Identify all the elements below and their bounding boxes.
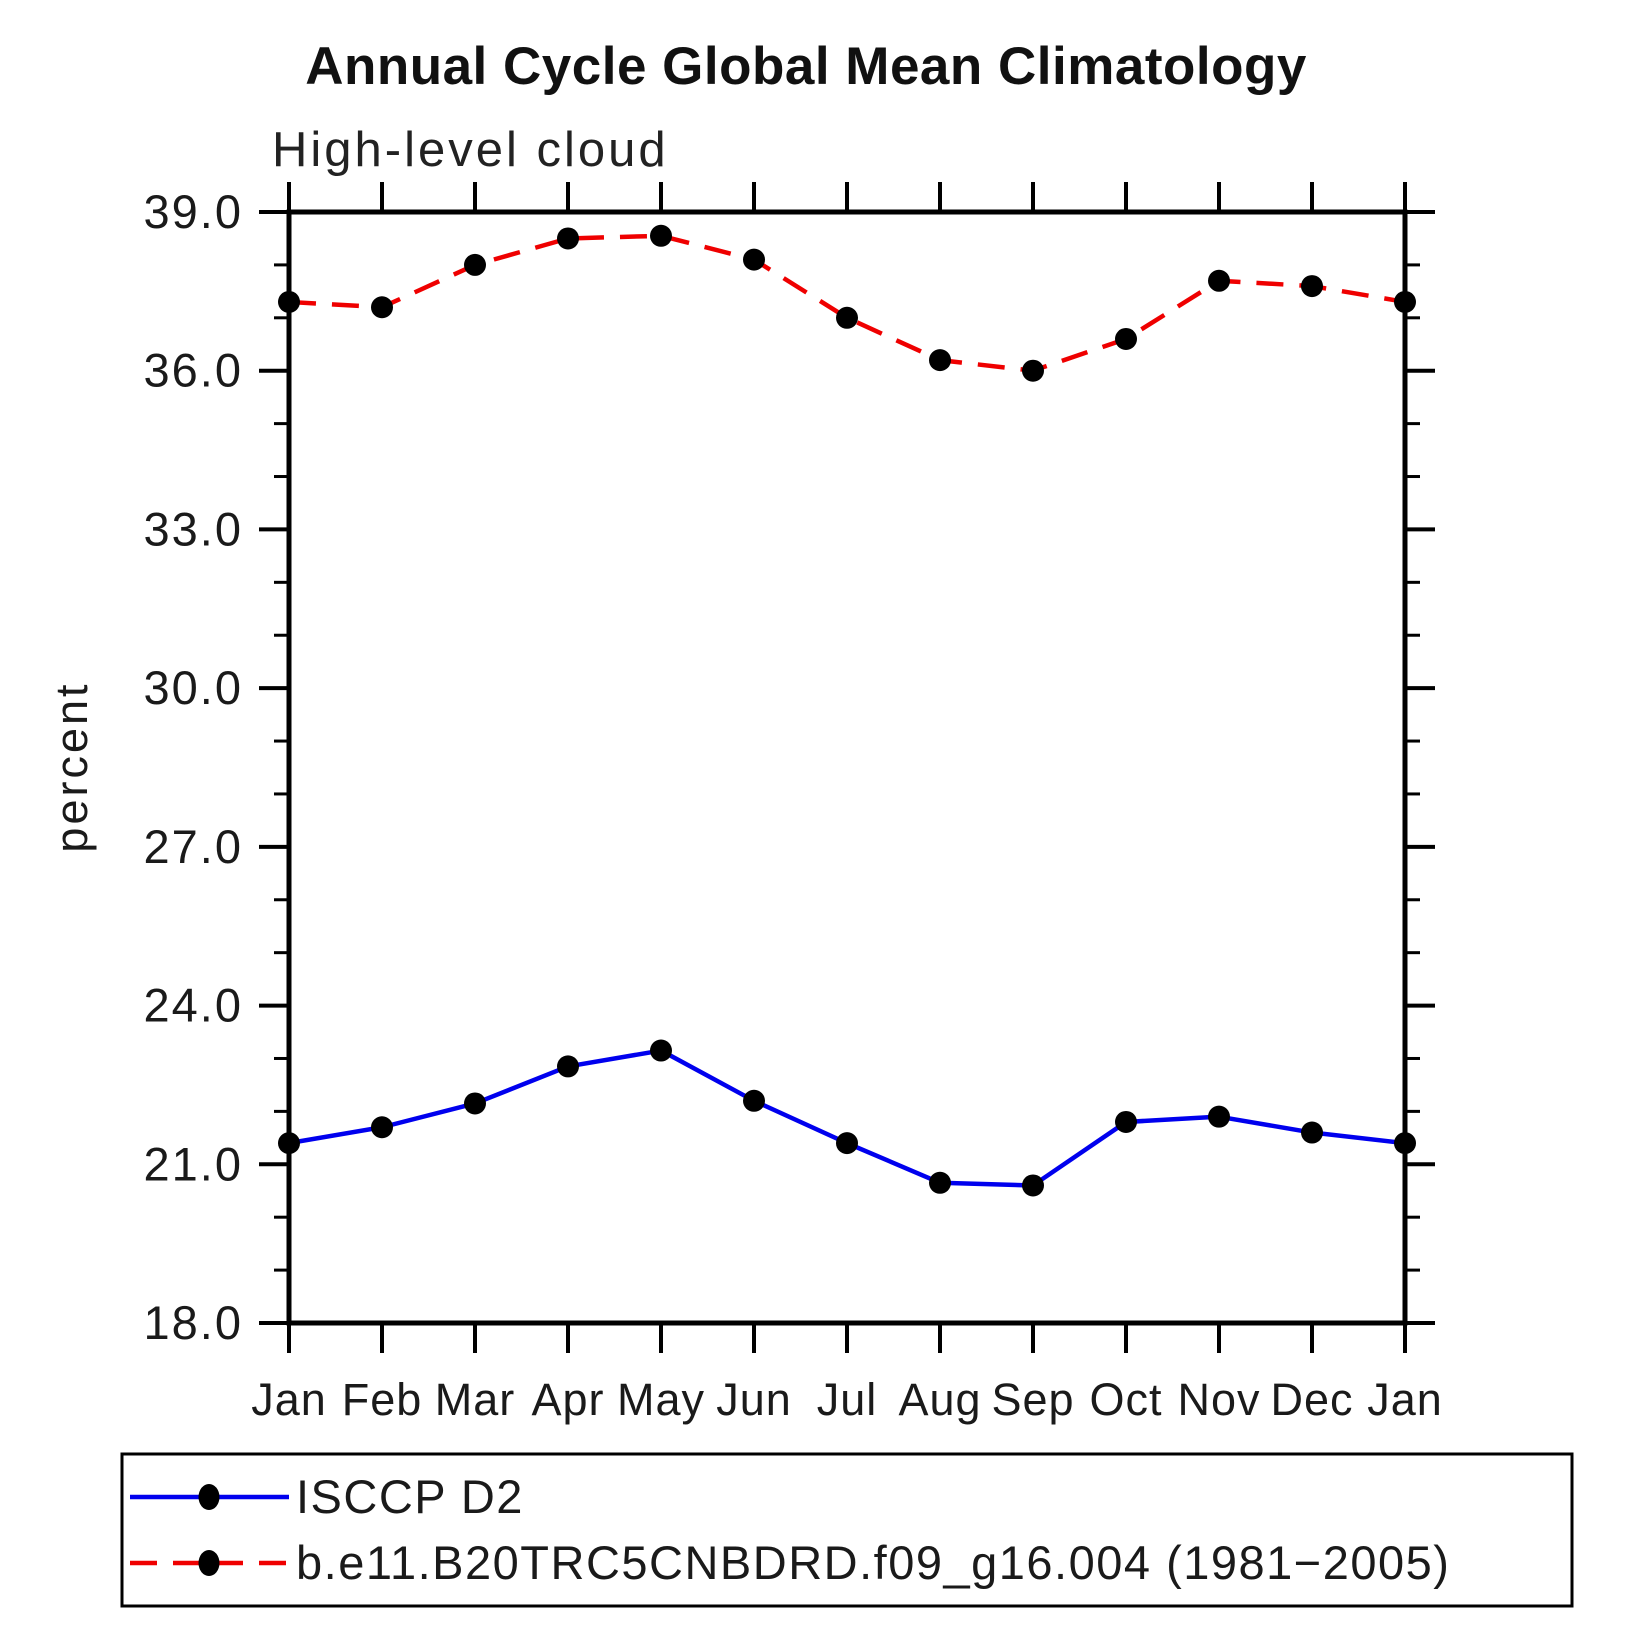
data-point	[1301, 275, 1323, 298]
data-point	[1115, 1110, 1137, 1133]
data-point	[650, 1039, 672, 1062]
y-tick-label: 21.0	[144, 1137, 243, 1190]
data-point	[464, 1092, 486, 1115]
legend-entry-label: ISCCP D2	[296, 1470, 524, 1523]
data-point	[836, 1132, 858, 1155]
data-point	[371, 296, 393, 319]
y-tick-label: 39.0	[144, 185, 243, 238]
data-point	[1208, 1105, 1230, 1128]
data-point	[371, 1116, 393, 1139]
x-tick-label: Jul	[817, 1374, 878, 1425]
plot-frame	[286, 209, 1408, 1326]
data-point	[1394, 290, 1416, 313]
x-tick-label: Jan	[251, 1374, 327, 1425]
data-point	[1022, 1174, 1044, 1197]
x-tick-label: Apr	[531, 1374, 604, 1425]
data-point	[278, 1132, 300, 1155]
y-axis-label: percent	[46, 681, 97, 852]
x-tick-label: Aug	[898, 1374, 981, 1425]
y-tick-label: 27.0	[144, 820, 243, 873]
plot-series	[278, 224, 1416, 1197]
chart-subtitle: High-level cloud	[272, 123, 669, 177]
y-tick-label: 30.0	[144, 661, 243, 714]
y-tick-label: 24.0	[144, 979, 243, 1032]
data-point	[557, 1055, 579, 1078]
x-tick-label: Dec	[1270, 1374, 1353, 1425]
data-point	[929, 1171, 951, 1194]
x-tick-label: Oct	[1089, 1374, 1162, 1425]
data-point	[557, 227, 579, 250]
data-point	[743, 1089, 765, 1112]
x-tick-label: Feb	[342, 1374, 423, 1425]
legend-entry-label: b.e11.B20TRC5CNBDRD.f09_g16.004 (1981−20…	[296, 1536, 1450, 1589]
x-tick-label: Nov	[1177, 1374, 1260, 1425]
data-point	[1022, 359, 1044, 382]
x-tick-label: Mar	[435, 1374, 516, 1425]
data-point	[1394, 1132, 1416, 1155]
data-point	[464, 253, 486, 276]
series-line-dashed	[288, 233, 1406, 373]
data-point	[278, 290, 300, 313]
series-line-solid	[288, 1048, 1406, 1188]
x-tick-label: May	[617, 1374, 705, 1425]
legend-sample-marker	[198, 1550, 220, 1576]
legend: ISCCP D2 b.e11.B20TRC5CNBDRD.f09_g16.004 …	[120, 1452, 1574, 1608]
data-point	[1115, 327, 1137, 350]
chart-title: Annual Cycle Global Mean Climatology	[305, 37, 1307, 96]
data-point	[1208, 269, 1230, 292]
x-tick-label: Jun	[716, 1374, 792, 1425]
y-tick-label: 36.0	[144, 344, 243, 397]
x-tick-label: Jan	[1367, 1374, 1443, 1425]
data-point	[650, 224, 672, 247]
data-point	[929, 349, 951, 372]
data-point	[1301, 1121, 1323, 1144]
legend-box	[120, 1452, 1574, 1608]
legend-sample-marker	[198, 1484, 220, 1510]
y-tick-label: 33.0	[144, 502, 243, 555]
y-tick-label: 18.0	[144, 1296, 243, 1349]
data-point	[836, 306, 858, 329]
x-tick-label: Sep	[991, 1374, 1074, 1425]
data-point	[743, 248, 765, 271]
